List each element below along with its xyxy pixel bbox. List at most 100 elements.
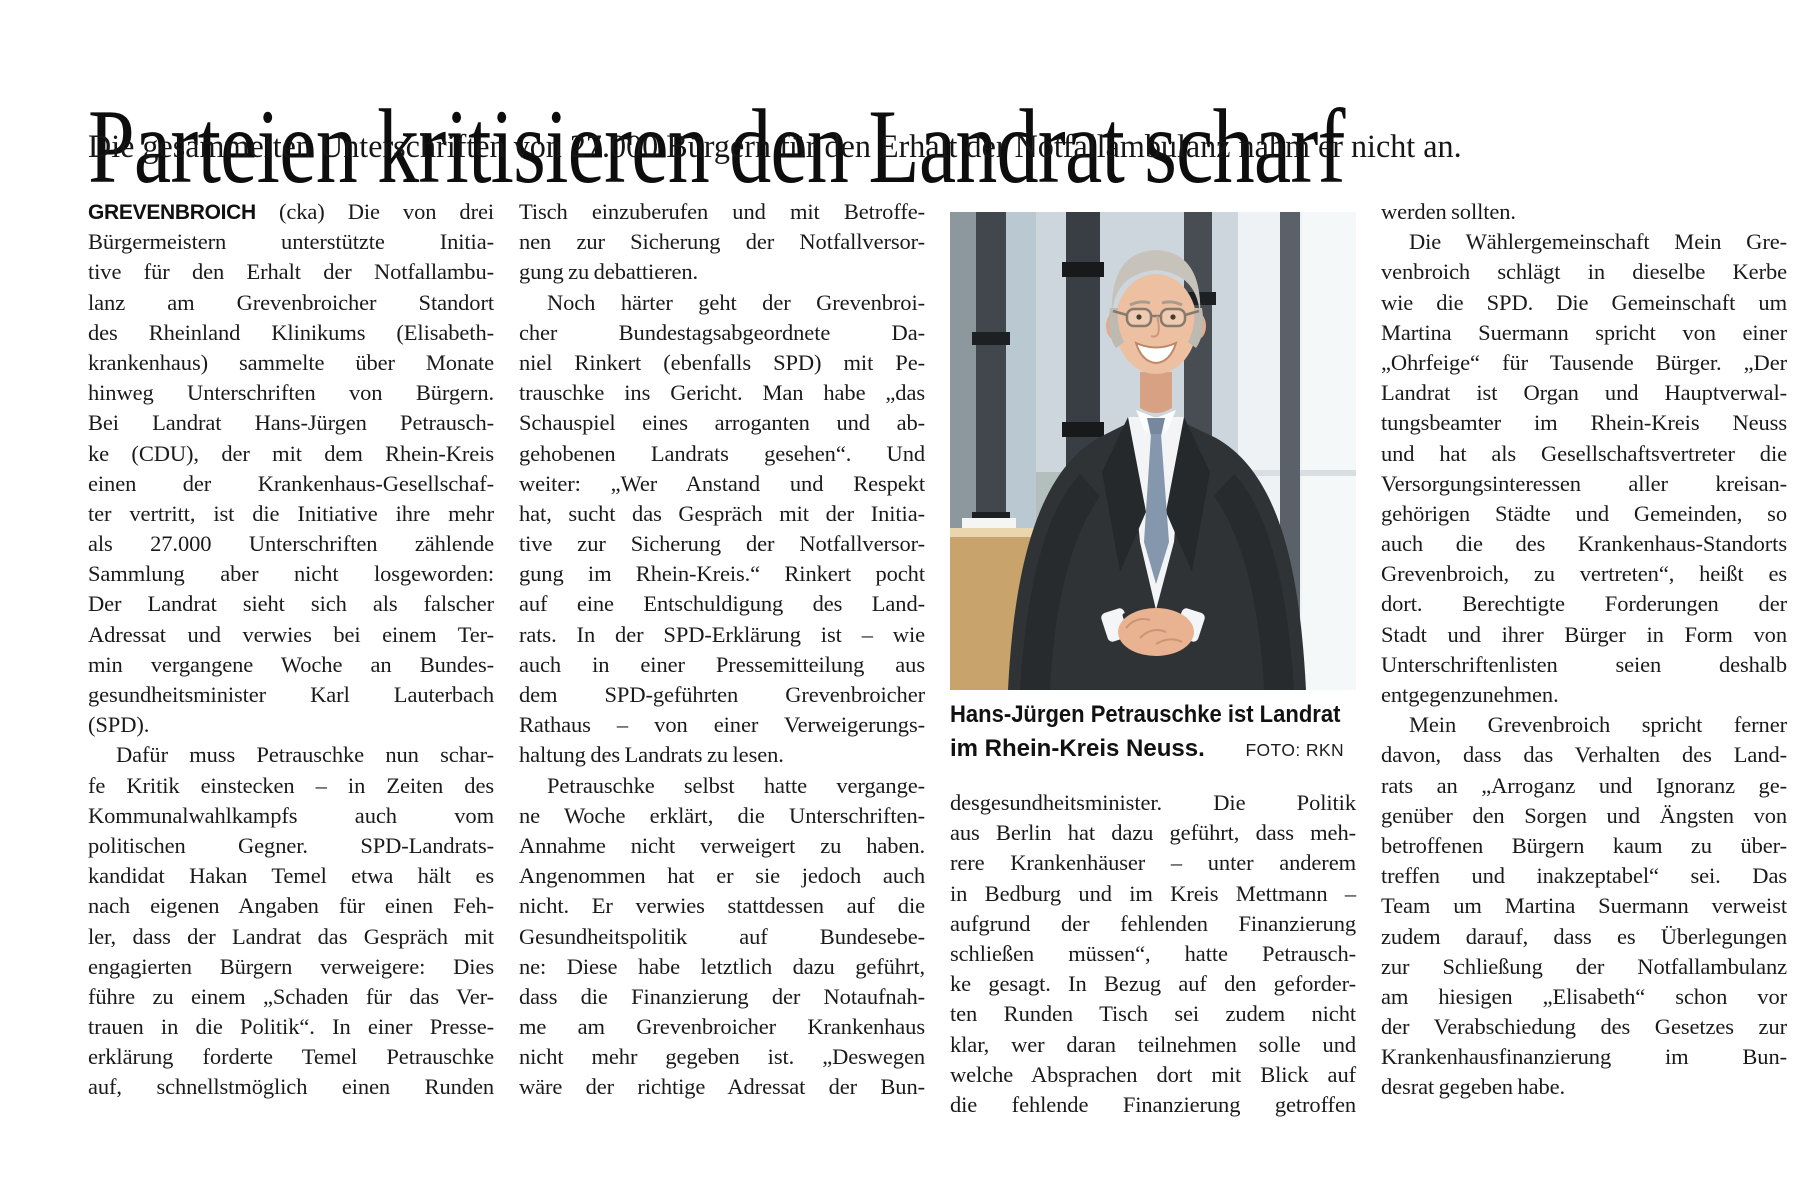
text-line: in Bedburg und im Kreis Mettmann – (950, 880, 1356, 906)
text-line: welche Absprachen dort mit Blick auf (950, 1061, 1356, 1087)
text-line: Petrauschke selbst hatte vergange- (547, 772, 925, 798)
text-line: zudem darauf, dass es Überlegungen (1381, 923, 1787, 949)
text-line: Die Wählergemeinschaft Mein Gre- (1409, 229, 1787, 255)
text-line: gehobenen Landrats gesehen“. Und (519, 440, 925, 466)
text-line: auch die des Krankenhaus-Standorts (1381, 531, 1787, 557)
text-line: Grevenbroich, zu vertreten“, heißt es (1381, 561, 1787, 587)
article-column-2: Tisch einzuberufen und mit Betroffe-nen … (519, 197, 925, 1103)
text-line: Gesundheitspolitik auf Bundesebe- (519, 923, 925, 949)
photo-caption-line2: im Rhein-Kreis Neuss. (950, 735, 1205, 762)
text-line: einen der Krankenhaus-Gesellschaf- (88, 470, 494, 496)
text-line: tungsbeamter im Rhein-Kreis Neuss (1381, 410, 1787, 436)
text-line: politischen Gegner. SPD-Landrats- (88, 832, 494, 858)
text-line: cher Bundestagsabgeordnete Da- (519, 319, 925, 345)
text-line: auch in einer Pressemitteilung aus (519, 651, 925, 677)
text-line: dort. Berechtigte Forderungen der (1381, 591, 1787, 617)
text-line: Schauspiel eines arroganten und ab- (519, 410, 925, 436)
text-line: Kommunalwahlkampfs auch vom (88, 802, 494, 828)
text-line: tive zur Sicherung der Notfallversor- (519, 531, 925, 557)
text-line: führe zu einem „Schaden für das Ver- (88, 983, 494, 1009)
text-line: ke gesagt. In Bezug auf den geforder- (950, 971, 1356, 997)
text-line: Sammlung aber nicht losgeworden: (88, 561, 494, 587)
text-line: trauen in die Politik“. In einer Presse- (88, 1014, 494, 1040)
text-line: die fehlende Finanzierung getroffen (950, 1091, 1356, 1117)
text-line: kandidat Hakan Temel etwa hält es (88, 863, 494, 889)
text-line: wäre der richtige Adressat der Bun- (519, 1074, 925, 1100)
text-line: „Ohrfeige“ für Tausende Bürger. „Der (1381, 349, 1787, 375)
text-line: nicht mehr gegeben ist. „Deswegen (519, 1044, 925, 1070)
text-line: genüber den Sorgen und Ängsten von (1381, 802, 1787, 828)
text-line: Unterschriftenlisten seien deshalb (1381, 651, 1787, 677)
text-line: Rathaus – von einer Verweigerungs- (519, 712, 925, 738)
article-photo (950, 212, 1356, 690)
text-line: weiter: „Wer Anstand und Respekt (519, 470, 925, 496)
photo-caption-line1: Hans-Jürgen Petrauschke ist Landrat (950, 701, 1341, 728)
photo-credit: FOTO: RKN (1245, 740, 1344, 760)
text-line: aus Berlin hat dazu geführt, dass meh- (950, 820, 1356, 846)
text-line: gung im Rhein-Kreis.“ Rinkert pocht (519, 561, 925, 587)
text-line: am hiesigen „Elisabeth“ schon vor (1381, 983, 1787, 1009)
text-line: ke (CDU), der mit dem Rhein-Kreis (88, 440, 494, 466)
text-line: zur Schließung der Notfallambulanz (1381, 953, 1787, 979)
text-line: niel Rinkert (ebenfalls SPD) mit Pe- (519, 349, 925, 375)
text-line: aufgrund der fehlenden Finanzierung (950, 910, 1356, 936)
portrait-figure (1008, 250, 1306, 690)
text-line: Landrat ist Organ und Hauptverwal- (1381, 380, 1787, 406)
text-line: dem SPD-geführten Grevenbroicher (519, 682, 925, 707)
text-line: gesundheitsminister Karl Lauterbach (88, 682, 494, 707)
text-line: Mein Grevenbroich spricht ferner (1409, 712, 1787, 738)
text-line: Krankenhausfinanzierung im Bun- (1381, 1044, 1787, 1070)
text-line: rere Krankenhäuser – unter anderem (950, 850, 1356, 876)
text-line: trauschke ins Gericht. Man habe „das (519, 380, 925, 406)
text-line: Der Landrat sieht sich als falscher (88, 591, 494, 617)
text-line: Team um Martina Suermann verweist (1381, 893, 1787, 919)
text-line: Versorgungsinteressen aller kreisan- (1381, 470, 1787, 496)
text-line: und hat als Gesellschaftsvertreter die (1381, 440, 1787, 466)
text-line: klar, wer daran teilnehmen solle und (950, 1031, 1356, 1057)
text-line: Bürgermeistern unterstützte Initia- (88, 229, 494, 255)
text-line: Martina Suermann spricht von einer (1381, 319, 1787, 345)
text-line: Tisch einzuberufen und mit Betroffe- (519, 199, 925, 224)
text-line: ne Woche erklärt, die Unterschriften- (519, 802, 925, 828)
dateline: GREVENBROICH (88, 201, 256, 224)
text-line: lanz am Grevenbroicher Standort (88, 289, 494, 315)
text-line: ler, dass der Landrat das Gespräch mit (88, 923, 494, 949)
text-line: der Verabschiedung des Gesetzes zur (1381, 1014, 1787, 1040)
text-line: nicht. Er verwies stattdessen auf die (519, 893, 925, 919)
text-line: rats. In der SPD-Erklärung ist – wie (519, 621, 925, 647)
text-line: als 27.000 Unterschriften zählende (88, 531, 494, 557)
text-line: des Rheinland Klinikums (Elisabeth- (88, 319, 494, 345)
text-line: nach eigenen Angaben für einen Feh- (88, 893, 494, 919)
text-line: auf, schnellstmöglich einen Runden (88, 1074, 494, 1100)
article-subheadline: Die gesammelten Unterschriften von 27.00… (88, 129, 1462, 165)
text-line: haltung des Landrats zu lesen. (519, 742, 784, 768)
article-column-4: werden sollten. Die Wählergemeinschaft Me… (1381, 197, 1787, 1103)
text-line: gung zu debattieren. (519, 259, 699, 285)
text-line: schließen müssen“, hatte Petrausch- (950, 940, 1356, 966)
text-line: krankenhaus) sammelte über Monate (88, 349, 494, 375)
text-line: GREVENBROICH (cka) Die von drei (88, 199, 494, 224)
text-line: me am Grevenbroicher Krankenhaus (519, 1014, 925, 1040)
text-line: betroffenen Bürgern kaum zu über- (1381, 832, 1787, 858)
text-line: wie die SPD. Die Gemeinschaft um (1381, 289, 1787, 315)
text-line: entgegenzunehmen. (1381, 682, 1559, 707)
text-line: ter vertritt, ist die Initiative ihre me… (88, 500, 494, 526)
photo-caption: Hans-Jürgen Petrauschke ist Landrat im R… (950, 698, 1344, 767)
text-line: dass die Finanzierung der Notaufnah- (519, 983, 925, 1009)
text-line: fe Kritik einstecken – in Zeiten des (88, 772, 494, 798)
text-line: Noch härter geht der Grevenbroi- (547, 289, 925, 315)
text-line: rats an „Arroganz und Ignoranz ge- (1381, 772, 1787, 798)
text-line: ne: Diese habe letztlich dazu geführt, (519, 953, 925, 979)
text-line: werden sollten. (1381, 199, 1516, 224)
text-line: desrat gegeben habe. (1381, 1074, 1566, 1100)
text-line: Annahme nicht verweigert zu haben. (519, 832, 925, 858)
text-line: Bei Landrat Hans-Jürgen Petrausch- (88, 410, 494, 436)
text-line: treffen und inakzeptabel“ sei. Das (1381, 863, 1787, 889)
text-line: desgesundheitsminister. Die Politik (950, 790, 1356, 815)
text-line: engagierten Bürgern verweigere: Dies (88, 953, 494, 979)
article-column-1: GREVENBROICH (cka) Die von drei Bürgermei… (88, 197, 494, 1103)
article-headline: Parteien kritisieren den Landrat scharf (88, 88, 1346, 206)
text-line: auf eine Entschuldigung des Land- (519, 591, 925, 617)
text-line: davon, dass das Verhalten des Land- (1381, 742, 1787, 768)
